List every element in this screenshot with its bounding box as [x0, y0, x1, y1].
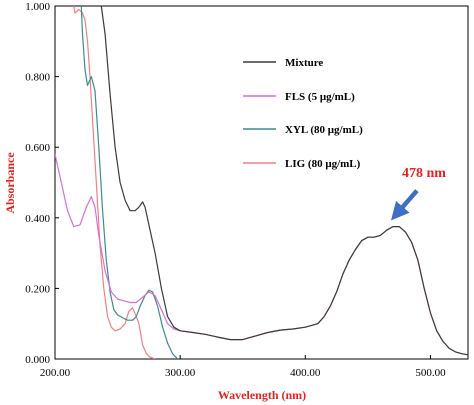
y-tick-label: 0.800: [25, 72, 50, 84]
series-line-xyl: [80, 6, 179, 359]
series-lines: [55, 6, 468, 359]
x-axis-ticks: 200.00 300.00 400.00 500.00: [40, 355, 446, 379]
y-tick-label: 0.200: [25, 283, 50, 295]
legend-entry-label: Mixture: [285, 57, 323, 69]
legend-entry-label: XYL (80 μg/mL): [285, 124, 363, 136]
x-tick-label: 300.00: [165, 367, 196, 379]
legend-entry-label: LIG (80 μg/mL): [285, 158, 361, 170]
y-axis-label: Absorbance: [3, 152, 17, 214]
y-tick-label: 0.600: [25, 142, 50, 154]
series-line-mixture: [100, 6, 468, 356]
series-line-lig: [73, 6, 156, 359]
legend: Mixture FLS (5 μg/mL) XYL (80 μg/mL) LIG (8…: [243, 57, 363, 170]
y-axis-ticks: 0.000 0.200 0.400 0.600 0.800 1.000: [25, 1, 59, 366]
legend-entry-label: FLS (5 μg/mL): [285, 91, 355, 103]
peak-arrow: [391, 189, 419, 221]
x-tick-label: 500.00: [415, 367, 446, 379]
x-axis-label: Wavelength (nm): [218, 388, 306, 402]
y-tick-label: 0.400: [25, 213, 50, 225]
y-tick-label: 0.000: [25, 354, 50, 366]
x-tick-label: 400.00: [290, 367, 321, 379]
peak-annotation-label: 478 nm: [402, 166, 446, 181]
peak-annotation: 478 nm: [391, 166, 446, 221]
series-line-fls: [55, 154, 468, 356]
x-tick-label: 200.00: [40, 367, 71, 379]
plot-frame: [54, 5, 469, 360]
y-tick-label: 1.000: [25, 1, 50, 13]
